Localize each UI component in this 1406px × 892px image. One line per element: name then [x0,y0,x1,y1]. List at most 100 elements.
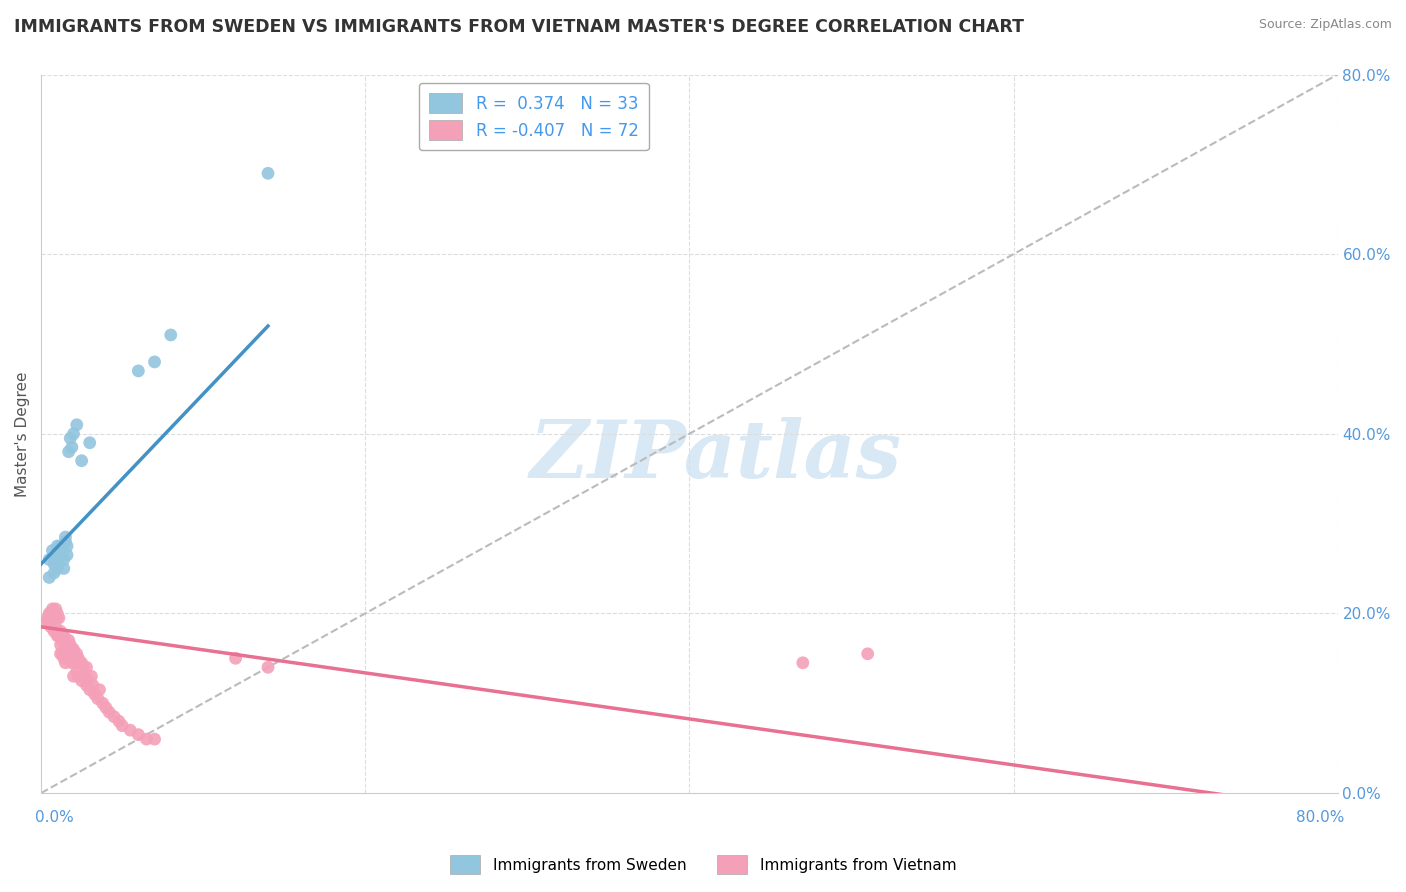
Point [56,548,79,562]
Point [42,557,65,571]
Point [67,651,90,665]
Point [62,651,84,665]
Point [257,660,280,674]
Point [225,651,247,665]
Point [52,561,75,575]
Point [62,426,84,441]
Point [69,656,91,670]
Point [45,602,67,616]
Point [49,624,72,639]
Point [108,714,131,728]
Point [83,687,105,701]
Point [52,629,75,643]
Point [66,647,89,661]
Point [48,629,70,643]
Point [70,453,93,467]
Point [77,673,100,688]
Point [87,691,110,706]
Point [59,651,82,665]
Point [51,629,73,643]
Point [46,607,69,621]
Point [35,615,58,630]
Point [72,660,94,674]
Point [56,638,79,652]
Point [76,678,98,692]
Point [49,543,72,558]
Point [56,651,79,665]
Point [143,732,166,747]
Point [48,548,70,562]
Point [46,611,69,625]
Point [38,615,60,630]
Point [51,633,73,648]
Point [58,444,80,458]
Point [135,732,157,747]
Point [51,548,73,562]
Point [49,638,72,652]
Point [60,642,83,657]
Point [48,611,70,625]
Point [38,570,60,584]
Point [73,669,96,683]
Point [58,647,80,661]
Point [42,611,65,625]
Point [58,633,80,648]
Point [41,543,63,558]
Point [67,669,90,683]
Point [37,611,59,625]
Legend: R =  0.374   N = 33, R = -0.407   N = 72: R = 0.374 N = 33, R = -0.407 N = 72 [419,83,648,150]
Text: 0.0%: 0.0% [35,810,73,825]
Point [51,543,73,558]
Point [60,656,83,670]
Point [46,552,69,566]
Point [41,611,63,625]
Point [120,723,142,738]
Y-axis label: Master's Degree: Master's Degree [15,371,30,497]
Point [91,696,114,710]
Point [39,620,62,634]
Point [49,647,72,661]
Point [46,543,69,558]
Legend: Immigrants from Sweden, Immigrants from Vietnam: Immigrants from Sweden, Immigrants from … [444,849,962,880]
Point [76,660,98,674]
Point [127,364,149,378]
Point [62,669,84,683]
Point [792,656,814,670]
Point [63,656,86,670]
Point [111,719,134,733]
Point [38,607,60,621]
Point [257,166,280,180]
Point [42,566,65,580]
Point [51,647,73,661]
Point [38,552,60,566]
Point [98,705,121,719]
Point [41,602,63,616]
Point [46,561,69,575]
Point [66,417,89,432]
Point [55,642,77,657]
Point [49,539,72,553]
Point [60,440,83,454]
Point [59,638,82,652]
Point [45,620,67,634]
Point [42,607,65,621]
Point [52,552,75,566]
Point [59,431,82,445]
Point [79,682,101,697]
Point [80,669,103,683]
Point [55,534,77,549]
Point [94,700,117,714]
Point [56,539,79,553]
Point [55,530,77,544]
Point [62,642,84,657]
Text: 80.0%: 80.0% [1296,810,1344,825]
Point [48,543,70,558]
Point [127,728,149,742]
Point [45,552,67,566]
Point [143,355,166,369]
Point [89,682,111,697]
Text: ZIPatlas: ZIPatlas [529,417,901,494]
Point [42,624,65,639]
Text: IMMIGRANTS FROM SWEDEN VS IMMIGRANTS FROM VIETNAM MASTER'S DEGREE CORRELATION CH: IMMIGRANTS FROM SWEDEN VS IMMIGRANTS FRO… [14,18,1024,36]
Point [856,647,879,661]
